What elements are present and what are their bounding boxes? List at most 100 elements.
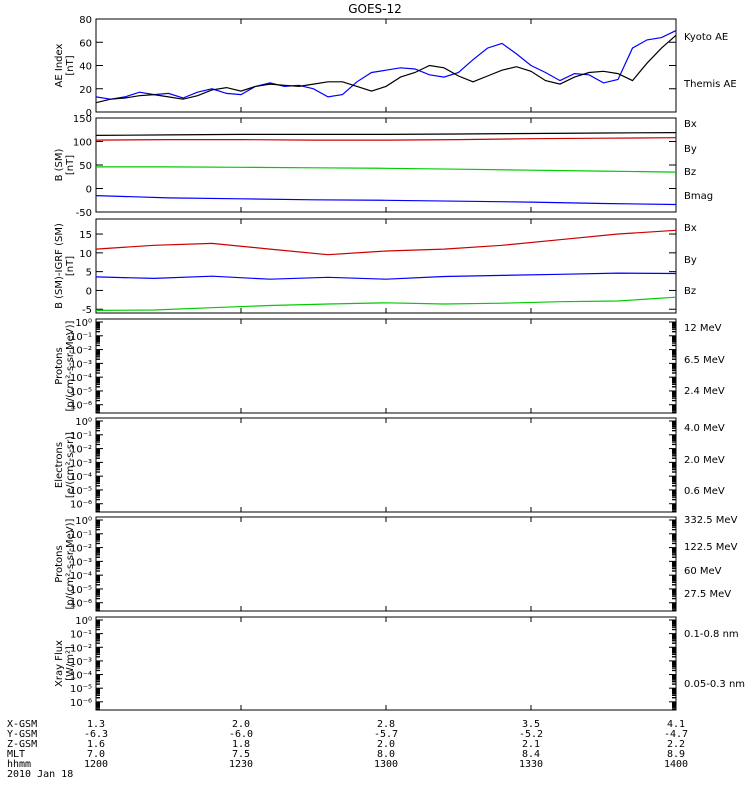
y-tick-label: 5 — [86, 268, 92, 279]
series-line — [95, 34, 677, 104]
ephemeris-value: 4.1 — [667, 719, 685, 730]
legend-entry: 60 MeV — [684, 566, 722, 577]
legend-entry: 2.4 MeV — [684, 386, 725, 397]
ephemeris-value: 2.2 — [667, 739, 685, 750]
ephemeris-value: 1400 — [664, 759, 688, 770]
y-tick-label: 10 — [79, 249, 92, 260]
y-tick-label: 10⁻² — [70, 643, 92, 654]
ephemeris-value: -4.7 — [664, 729, 688, 740]
series-line — [95, 272, 677, 280]
y-tick-label: 10⁻⁴ — [70, 671, 92, 682]
legend-entry: Themis AE — [683, 79, 737, 90]
legend-entry: Kyoto AE — [684, 32, 728, 43]
y-tick-label: 10⁰ — [75, 516, 92, 527]
y-tick-label: 40 — [79, 62, 92, 73]
ephemeris-row-label: Y-GSM — [7, 729, 37, 740]
y-axis-label: Protons — [54, 347, 65, 384]
ephemeris-value: 3.5 — [522, 719, 540, 730]
y-tick-label: 10⁻³ — [70, 458, 92, 469]
ephemeris-value: 1200 — [84, 759, 108, 770]
legend-entry: 12 MeV — [684, 323, 722, 334]
y-tick-label: 10⁻⁵ — [70, 585, 92, 596]
y-axis-label: [nT] — [65, 155, 76, 175]
ephemeris-value: 8.9 — [667, 749, 685, 760]
ephemeris-value: 8.4 — [522, 749, 540, 760]
legend-entry: 4.0 MeV — [684, 423, 725, 434]
y-tick-label: 10⁻¹ — [70, 431, 92, 442]
ephemeris-value: -5.7 — [374, 729, 398, 740]
y-tick-label: 0 — [86, 185, 92, 196]
ephemeris-value: 1.6 — [87, 739, 105, 750]
series-line — [95, 137, 677, 141]
y-tick-label: -5 — [82, 305, 92, 316]
y-tick-label: 10⁻² — [70, 445, 92, 456]
y-axis-label: B (SM)-IGRF (SM) — [54, 223, 65, 309]
ephemeris-row-label: X-GSM — [7, 719, 37, 730]
y-tick-label: 15 — [79, 230, 92, 241]
legend-entry: 122.5 MeV — [684, 542, 738, 553]
ephemeris-value: 2.1 — [522, 739, 540, 750]
y-tick-label: 10⁻¹ — [70, 530, 92, 541]
y-tick-label: 0 — [86, 286, 92, 297]
y-tick-label: 10⁻⁶ — [70, 698, 92, 709]
y-tick-label: 10⁻⁴ — [70, 472, 92, 483]
legend-entry: 27.5 MeV — [684, 589, 731, 600]
legend-entry: 0.6 MeV — [684, 486, 725, 497]
y-tick-label: 0 — [86, 108, 92, 119]
y-tick-label: 100 — [73, 138, 92, 149]
y-axis-label: [p/(cm²-s-sr-MeV)] — [65, 518, 76, 609]
y-tick-label: 10⁰ — [75, 616, 92, 627]
y-tick-label: 10⁻² — [70, 346, 92, 357]
series-line — [95, 296, 677, 311]
ephemeris-value: 1330 — [519, 759, 543, 770]
y-tick-label: 10⁻³ — [70, 657, 92, 668]
y-axis-label: [nT] — [65, 55, 76, 75]
y-axis-label: [p/(cm²-s-sr-MeV)] — [65, 320, 76, 411]
y-tick-label: 80 — [79, 15, 92, 26]
ephemeris-value: -6.0 — [229, 729, 253, 740]
ephemeris-value: -6.3 — [84, 729, 108, 740]
y-tick-label: 10⁻³ — [70, 557, 92, 568]
legend-entry: 0.05-0.3 nm — [684, 679, 745, 690]
y-tick-label: 20 — [79, 85, 92, 96]
y-axis-label: B (SM) — [54, 148, 65, 181]
ephemeris-value: 7.0 — [87, 749, 105, 760]
y-axis-label: [W/m²] — [65, 646, 76, 681]
ephemeris-row-label: Z-GSM — [7, 739, 37, 750]
panel-frame — [95, 318, 677, 414]
legend-entry: By — [684, 144, 697, 155]
ephemeris-value: 1.3 — [87, 719, 105, 730]
series-line — [95, 30, 677, 100]
series-line — [95, 195, 677, 206]
ephemeris-value: 2.8 — [377, 719, 395, 730]
y-tick-label: 10⁻² — [70, 544, 92, 555]
legend-entry: 0.1-0.8 nm — [684, 629, 739, 640]
y-tick-label: 10⁻¹ — [70, 332, 92, 343]
legend-entry: Bz — [684, 167, 696, 178]
ephemeris-row-label: hhmm — [7, 759, 31, 770]
ephemeris-value: 1.8 — [232, 739, 250, 750]
y-tick-label: 10⁻⁵ — [70, 387, 92, 398]
y-tick-label: 50 — [79, 161, 92, 172]
y-tick-label: 10⁻³ — [70, 359, 92, 370]
y-tick-label: 10⁻¹ — [70, 630, 92, 641]
y-tick-label: 10⁰ — [75, 318, 92, 329]
ephemeris-row-label: MLT — [7, 749, 25, 760]
ephemeris-value: 1230 — [229, 759, 253, 770]
ephemeris-value: 7.5 — [232, 749, 250, 760]
ephemeris-value: 1300 — [374, 759, 398, 770]
legend-entry: By — [684, 255, 697, 266]
y-axis-label: AE Index — [54, 43, 65, 87]
legend-entry: 2.0 MeV — [684, 455, 725, 466]
legend-entry: Bmag — [684, 191, 713, 202]
ephemeris-value: 2.0 — [232, 719, 250, 730]
panel-frame — [95, 218, 677, 314]
series-line — [95, 132, 677, 136]
y-axis-label: [e/(cm²-s-sr)] — [65, 432, 76, 498]
y-axis-label: Electrons — [54, 442, 65, 488]
legend-entry: 6.5 MeV — [684, 355, 725, 366]
y-tick-label: 150 — [73, 114, 92, 125]
legend-entry: Bx — [684, 119, 697, 130]
series-line — [95, 229, 677, 256]
